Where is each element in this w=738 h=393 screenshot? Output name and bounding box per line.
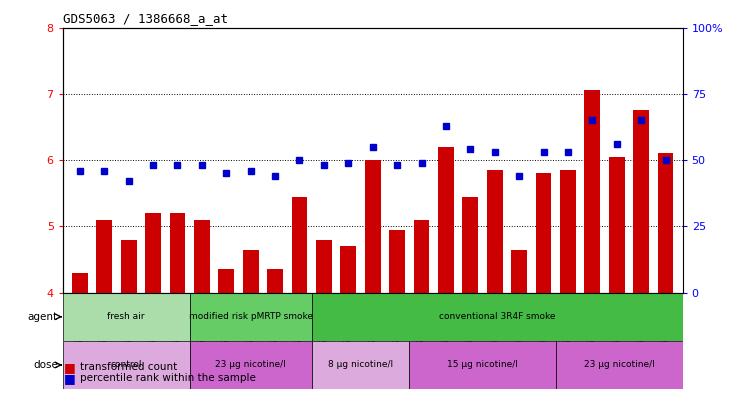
Bar: [556, 341, 683, 389]
Bar: [267, 270, 283, 293]
Text: control: control: [111, 360, 142, 369]
Bar: [413, 220, 430, 293]
Text: ■: ■: [64, 361, 76, 374]
Bar: [410, 341, 556, 389]
Bar: [311, 341, 410, 389]
Bar: [511, 250, 527, 293]
Bar: [194, 220, 210, 293]
Bar: [633, 110, 649, 293]
Bar: [72, 273, 88, 293]
Bar: [340, 246, 356, 293]
Bar: [487, 170, 503, 293]
Bar: [121, 240, 137, 293]
Bar: [389, 230, 405, 293]
Bar: [438, 147, 454, 293]
Text: agent: agent: [28, 312, 58, 322]
Bar: [63, 341, 190, 389]
Bar: [243, 250, 258, 293]
Text: 15 μg nicotine/l: 15 μg nicotine/l: [447, 360, 518, 369]
Text: 23 μg nicotine/l: 23 μg nicotine/l: [584, 360, 655, 369]
Text: GDS5063 / 1386668_a_at: GDS5063 / 1386668_a_at: [63, 12, 228, 25]
Bar: [658, 153, 674, 293]
Bar: [63, 293, 190, 341]
Bar: [190, 341, 311, 389]
Text: 8 μg nicotine/l: 8 μg nicotine/l: [328, 360, 393, 369]
Bar: [292, 196, 308, 293]
Bar: [190, 293, 311, 341]
Bar: [316, 240, 332, 293]
Text: transformed count: transformed count: [80, 362, 177, 373]
Text: fresh air: fresh air: [108, 312, 145, 321]
Text: percentile rank within the sample: percentile rank within the sample: [80, 373, 255, 383]
Bar: [170, 213, 185, 293]
Bar: [584, 90, 600, 293]
Bar: [311, 293, 683, 341]
Text: ■: ■: [64, 371, 76, 385]
Text: dose: dose: [33, 360, 58, 370]
Bar: [96, 220, 112, 293]
Bar: [145, 213, 161, 293]
Bar: [218, 270, 234, 293]
Text: modified risk pMRTP smoke: modified risk pMRTP smoke: [189, 312, 313, 321]
Bar: [536, 173, 551, 293]
Bar: [365, 160, 381, 293]
Text: 23 μg nicotine/l: 23 μg nicotine/l: [215, 360, 286, 369]
Bar: [609, 157, 624, 293]
Text: conventional 3R4F smoke: conventional 3R4F smoke: [439, 312, 556, 321]
Bar: [560, 170, 576, 293]
Bar: [463, 196, 478, 293]
